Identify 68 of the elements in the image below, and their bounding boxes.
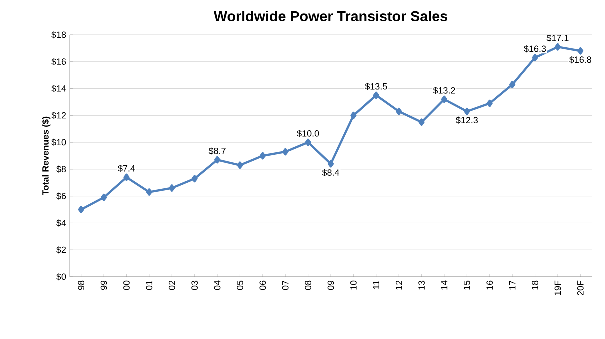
y-tick-label: $8: [56, 166, 66, 174]
y-axis-title: Total Revenues ($): [42, 116, 51, 196]
x-tick-label: 04: [214, 280, 221, 290]
y-tick-label: $18: [52, 31, 66, 39]
x-tick-label: 98: [78, 280, 85, 290]
point: [373, 92, 380, 100]
point: [282, 148, 289, 156]
x-tick-label: 16: [486, 280, 494, 290]
x-tick-label: 13: [418, 280, 425, 290]
x-tick-label: 14: [441, 280, 448, 290]
x-tick-label: 17: [509, 280, 516, 290]
x-tick-label: 99: [100, 280, 108, 290]
point: [486, 100, 493, 108]
y-tick-label: $4: [56, 220, 66, 227]
data-label: $16.3: [524, 45, 546, 53]
x-tick-label: 11: [373, 280, 380, 290]
point: [146, 188, 152, 196]
point: [510, 81, 516, 88]
y-tick-label: $0: [56, 273, 66, 281]
point: [124, 174, 130, 182]
y-tick-label: $16: [52, 58, 66, 66]
x-tick-label: 06: [260, 280, 266, 290]
point: [305, 138, 312, 146]
data-label: $16.8: [570, 56, 592, 64]
point: [328, 160, 334, 168]
point: [554, 43, 561, 51]
x-tick-label: 10: [350, 280, 357, 290]
x-tick-label: 00: [124, 280, 130, 290]
data-label: $17.1: [546, 34, 569, 42]
point: [78, 206, 84, 214]
x-tick-label: 20F: [577, 280, 584, 296]
x-tick-label: 18: [532, 280, 538, 290]
data-label: $7.4: [118, 165, 136, 172]
y-tick-label: $2: [56, 246, 66, 254]
x-tick-label: 12: [396, 280, 402, 290]
point: [464, 108, 470, 116]
data-label: $8.4: [322, 169, 340, 177]
x-tick-label: 01: [146, 280, 153, 290]
point: [260, 152, 266, 160]
y-tick-label: $14: [52, 85, 66, 92]
point: [214, 156, 221, 164]
data-label: $13.2: [433, 87, 456, 94]
point: [396, 108, 402, 116]
x-tick-label: 07: [282, 280, 289, 290]
x-tick-label: 02: [168, 280, 176, 290]
point: [532, 54, 538, 62]
x-tick-label: 09: [328, 280, 334, 290]
data-label: $12.3: [456, 116, 478, 124]
chart-title: Worldwide Power Transistor Sales: [214, 10, 448, 22]
point: [169, 184, 176, 192]
data-label: $10.0: [297, 130, 320, 138]
point: [418, 118, 425, 126]
data-label: $13.5: [365, 83, 388, 90]
x-tick-label: 03: [192, 280, 198, 290]
y-tick-label: $10: [52, 138, 66, 146]
point: [350, 112, 357, 120]
x-tick-label: 19F: [554, 280, 562, 296]
point: [101, 194, 108, 202]
point: [578, 47, 584, 55]
point: [192, 175, 198, 183]
point: [441, 96, 448, 104]
y-tick-label: $6: [56, 192, 66, 200]
data-label: $8.7: [208, 148, 226, 155]
point: [237, 162, 244, 170]
x-tick-label: 05: [237, 280, 244, 290]
x-tick-label: 08: [305, 280, 312, 290]
y-tick-label: $12: [52, 112, 66, 120]
x-tick-label: 15: [464, 280, 470, 290]
